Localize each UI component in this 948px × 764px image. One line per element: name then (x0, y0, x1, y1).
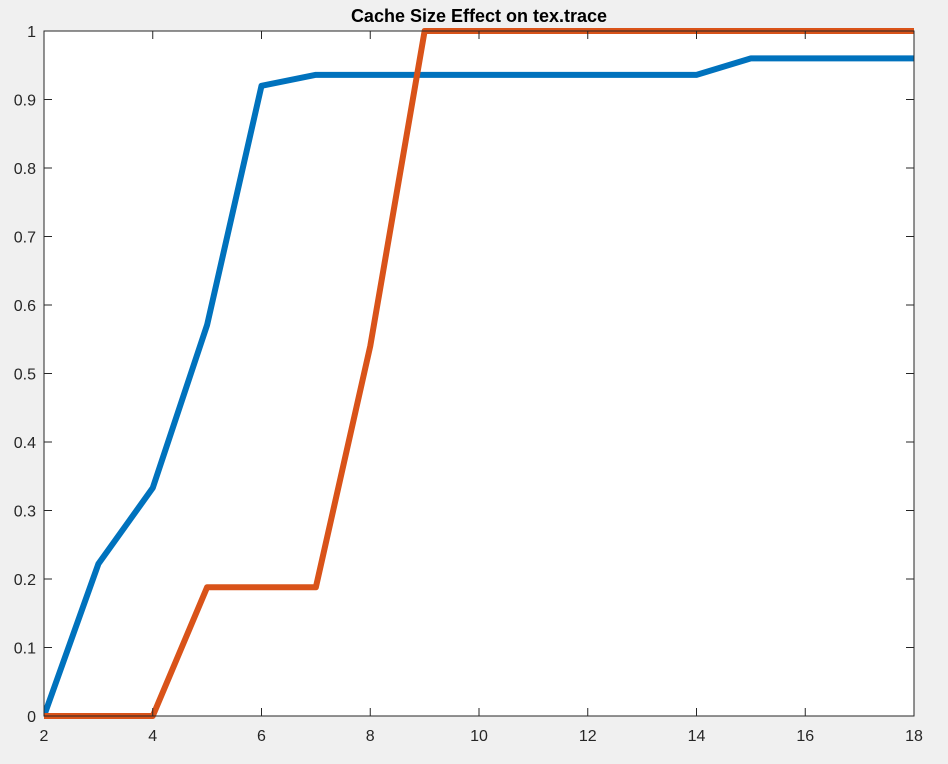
x-tick-label: 18 (905, 728, 923, 745)
x-tick-label: 12 (579, 728, 597, 745)
y-tick-label: 0.6 (14, 298, 36, 315)
series-line-1 (44, 55, 914, 718)
y-tick-label: 0 (27, 709, 36, 726)
x-tick-label: 8 (366, 728, 375, 745)
y-tick-label: 1 (27, 24, 36, 41)
x-tick-label: 14 (688, 728, 706, 745)
y-tick-label: 0.8 (14, 161, 36, 178)
y-tick-label: 0.9 (14, 93, 36, 110)
x-tick-label: 16 (796, 728, 814, 745)
x-tick-label: 10 (470, 728, 488, 745)
x-tick-label: 4 (148, 728, 157, 745)
y-tick-label: 0.4 (14, 435, 36, 452)
chart-title: Cache Size Effect on tex.trace (351, 6, 607, 26)
plot-border (43, 30, 915, 717)
y-tick-label: 0.3 (14, 504, 36, 521)
plot-area (44, 31, 914, 716)
y-tick-label: 0.2 (14, 572, 36, 589)
tick-layer: 2 4 6 8 10 12 14 16 18 0 0.1 0.2 0.3 0.4 0.5 0.6 0.7 0.8 0… (14, 24, 923, 745)
y-tick-label: 0.1 (14, 641, 36, 658)
x-tick-label: 6 (257, 728, 266, 745)
y-tick-label: 0.5 (14, 367, 36, 384)
y-tick-label: 0.7 (14, 230, 36, 247)
x-tick-label: 2 (40, 728, 49, 745)
